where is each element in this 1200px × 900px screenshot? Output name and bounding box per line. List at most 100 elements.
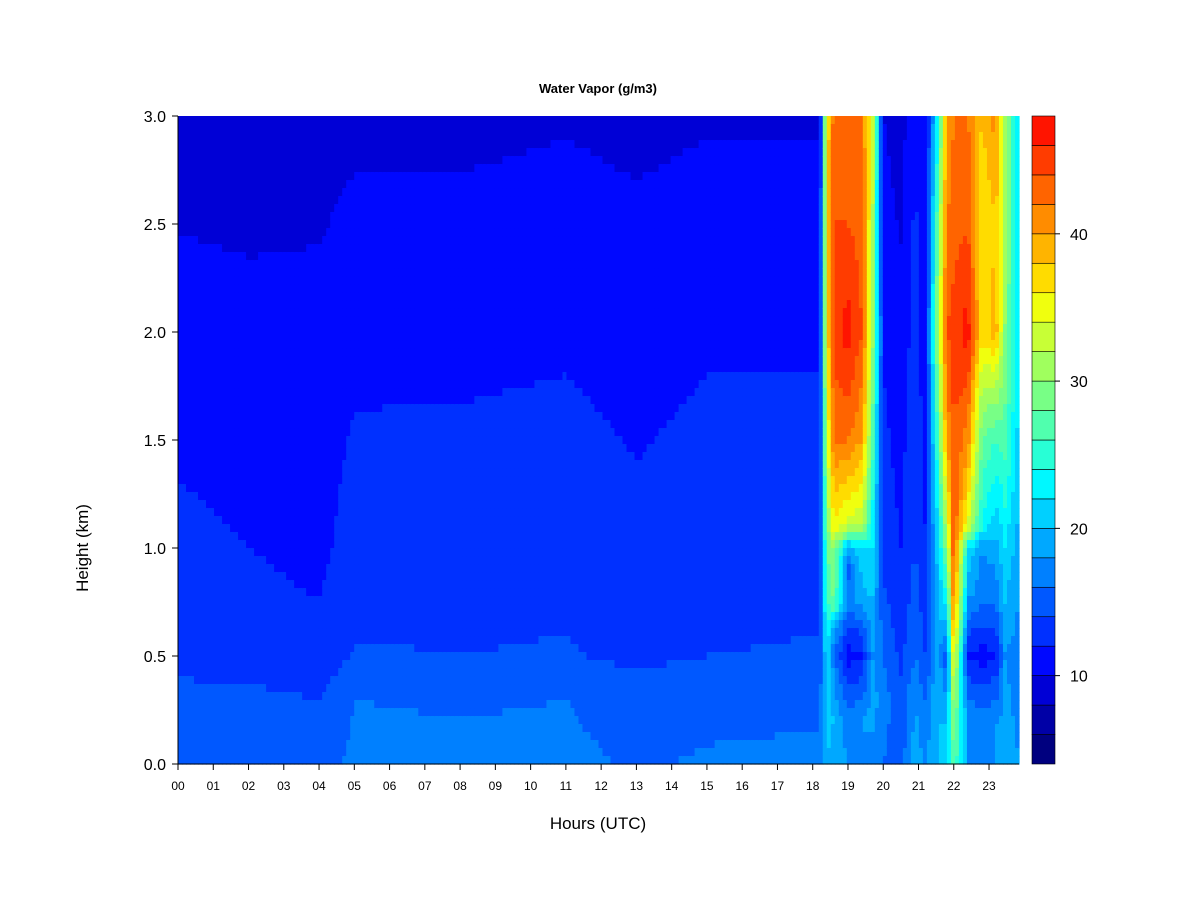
heatmap-cell	[294, 276, 299, 285]
heatmap-cell	[334, 476, 339, 485]
heatmap-cell	[342, 580, 347, 589]
heatmap-cell	[298, 132, 303, 141]
heatmap-cell	[206, 428, 211, 437]
heatmap-cell	[242, 692, 247, 701]
heatmap-cell	[354, 324, 359, 333]
heatmap-cell	[302, 372, 307, 381]
heatmap-cell	[222, 476, 227, 485]
heatmap-cell	[422, 348, 427, 357]
heatmap-cell	[418, 436, 423, 445]
heatmap-cell	[274, 420, 279, 429]
heatmap-cell	[370, 564, 375, 573]
heatmap-cell	[198, 724, 203, 733]
heatmap-cell	[382, 260, 387, 269]
heatmap-cell	[346, 292, 351, 301]
heatmap-cell	[262, 404, 267, 413]
heatmap-cell	[386, 220, 391, 229]
heatmap-cell	[246, 212, 251, 221]
heatmap-cell	[406, 348, 411, 357]
heatmap-cell	[386, 724, 391, 733]
heatmap-cell	[254, 660, 259, 669]
heatmap-cell	[310, 572, 315, 581]
heatmap-cell	[274, 532, 279, 541]
heatmap-cell	[210, 324, 215, 333]
heatmap-cell	[190, 156, 195, 165]
heatmap-cell	[334, 740, 339, 749]
heatmap-cell	[358, 548, 363, 557]
heatmap-cell	[258, 692, 263, 701]
heatmap-cell	[410, 372, 415, 381]
heatmap-cell	[286, 324, 291, 333]
heatmap-cell	[222, 636, 227, 645]
heatmap-cell	[358, 636, 363, 645]
heatmap-cell	[382, 436, 387, 445]
heatmap-cell	[302, 748, 307, 757]
heatmap-cell	[310, 604, 315, 613]
heatmap-cell	[374, 556, 379, 565]
heatmap-cell	[230, 364, 235, 373]
heatmap-cell	[306, 636, 311, 645]
heatmap-cell	[398, 508, 403, 517]
heatmap-cell	[350, 428, 355, 437]
heatmap-cell	[398, 428, 403, 437]
heatmap-cell	[186, 588, 191, 597]
heatmap-cell	[270, 716, 275, 725]
heatmap-cell	[230, 348, 235, 357]
heatmap-cell	[422, 156, 427, 165]
heatmap-cell	[182, 676, 187, 685]
heatmap-cell	[282, 244, 287, 253]
heatmap-cell	[342, 596, 347, 605]
heatmap-cell	[278, 724, 283, 733]
heatmap-cell	[318, 732, 323, 741]
heatmap-cell	[366, 156, 371, 165]
heatmap-cell	[374, 116, 379, 125]
heatmap-cell	[418, 676, 423, 685]
heatmap-cell	[198, 436, 203, 445]
heatmap-cell	[254, 420, 259, 429]
heatmap-cell	[422, 188, 427, 197]
heatmap-cell	[422, 260, 427, 269]
heatmap-cell	[202, 612, 207, 621]
heatmap-cell	[254, 724, 259, 733]
heatmap-cell	[410, 244, 415, 253]
heatmap-cell	[402, 260, 407, 269]
heatmap-cell	[354, 300, 359, 309]
heatmap-cell	[386, 396, 391, 405]
heatmap-cell	[270, 364, 275, 373]
heatmap-cell	[390, 652, 395, 661]
heatmap-cell	[358, 748, 363, 757]
heatmap-cell	[370, 428, 375, 437]
heatmap-cell	[310, 164, 315, 173]
heatmap-cell	[366, 220, 371, 229]
heatmap-cell	[282, 196, 287, 205]
heatmap-cell	[242, 316, 247, 325]
heatmap-cell	[414, 276, 419, 285]
heatmap-cell	[242, 116, 247, 125]
heatmap-cell	[350, 300, 355, 309]
heatmap-cell	[246, 332, 251, 341]
heatmap-cell	[202, 564, 207, 573]
heatmap-cell	[422, 228, 427, 237]
heatmap-cell	[350, 492, 355, 501]
heatmap-cell	[194, 268, 199, 277]
heatmap-cell	[326, 460, 331, 469]
heatmap-cell	[250, 244, 255, 253]
heatmap-cell	[258, 236, 263, 245]
heatmap-cell	[330, 668, 335, 677]
heatmap-cell	[186, 404, 191, 413]
heatmap-cell	[394, 356, 399, 365]
heatmap-cell	[338, 652, 343, 661]
heatmap-cell	[234, 564, 239, 573]
heatmap-cell	[246, 724, 251, 733]
heatmap-cell	[402, 420, 407, 429]
heatmap-cell	[238, 508, 243, 517]
heatmap-cell	[218, 116, 223, 125]
heatmap-cell	[342, 276, 347, 285]
heatmap-cell	[418, 564, 423, 573]
heatmap-cell	[418, 420, 423, 429]
heatmap-cell	[238, 316, 243, 325]
heatmap-cell	[182, 212, 187, 221]
heatmap-cell	[222, 588, 227, 597]
heatmap-cell	[406, 340, 411, 349]
heatmap-cell	[354, 604, 359, 613]
